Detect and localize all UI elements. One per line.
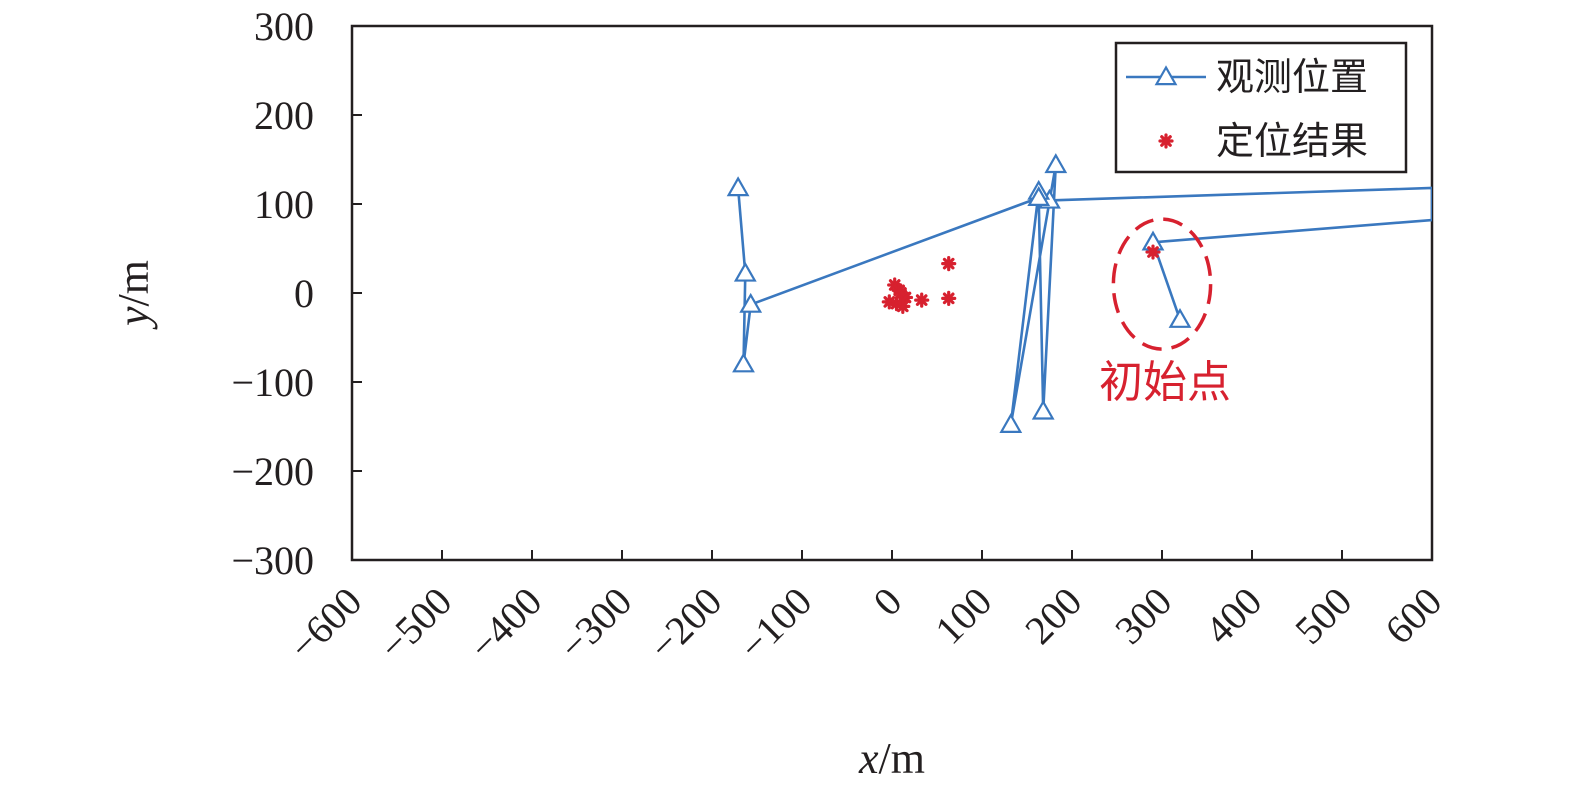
x-tick-label: 500 [1286, 579, 1360, 653]
y-tick-label: 100 [254, 182, 314, 227]
series-line [736, 163, 1432, 427]
legend-item: 观测位置 [1126, 55, 1368, 99]
y-tick-label: 200 [254, 93, 314, 138]
series-result [881, 244, 1161, 314]
x-tick-label: −300 [550, 579, 640, 669]
data-point [1168, 307, 1192, 328]
data-point [732, 352, 755, 373]
legend-marker [1154, 65, 1178, 86]
initial-point-label: 初始点 [1099, 357, 1231, 408]
series-observed [726, 153, 1432, 433]
data-point [733, 261, 757, 282]
x-tick-label: 400 [1196, 579, 1270, 653]
x-tick-label: −400 [460, 579, 550, 669]
data-point [1027, 186, 1051, 206]
x-tick-label: −200 [640, 579, 730, 669]
data-point [1145, 244, 1161, 260]
x-tick-label: −100 [730, 579, 820, 669]
data-point [1031, 399, 1055, 420]
y-axis-title: y/m [109, 260, 158, 330]
data-point [941, 290, 957, 306]
x-axis: −600 −500 −400 −300 −200 −100 0 100 200 300 400 500… [280, 550, 1450, 669]
data-point [726, 176, 750, 197]
y-tick-label: −200 [231, 449, 314, 494]
x-tick-label: 300 [1106, 579, 1180, 653]
x-axis-title: x/m [858, 734, 925, 783]
x-tick-label: 0 [864, 579, 910, 625]
legend-marker [1158, 133, 1174, 149]
legend-label: 定位结果 [1216, 119, 1368, 163]
x-tick-label: 200 [1016, 579, 1090, 653]
legend-box [1114, 41, 1408, 174]
data-point [941, 256, 957, 272]
x-tick-label: 100 [926, 579, 1000, 653]
y-tick-label: −300 [231, 538, 314, 583]
data-point [1044, 153, 1068, 174]
data-point [891, 282, 907, 298]
y-tick-label: 0 [294, 271, 314, 316]
y-tick-label: 300 [254, 4, 314, 49]
data-point [895, 298, 911, 314]
annotation: 初始点 [1099, 217, 1231, 408]
legend-item: 定位结果 [1158, 119, 1368, 163]
legend-label: 观测位置 [1216, 55, 1368, 99]
y-tick-label: −100 [231, 360, 314, 405]
data-point [739, 292, 763, 313]
series-layer [726, 153, 1432, 433]
data-point [914, 292, 930, 308]
data-point [999, 413, 1023, 433]
y-axis: 300 200 100 0 −100 −200 −300 [231, 4, 362, 583]
x-tick-label: −600 [280, 579, 370, 669]
x-tick-label: 600 [1376, 579, 1450, 653]
initial-point-circle [1111, 217, 1213, 351]
x-tick-label: −500 [370, 579, 460, 669]
